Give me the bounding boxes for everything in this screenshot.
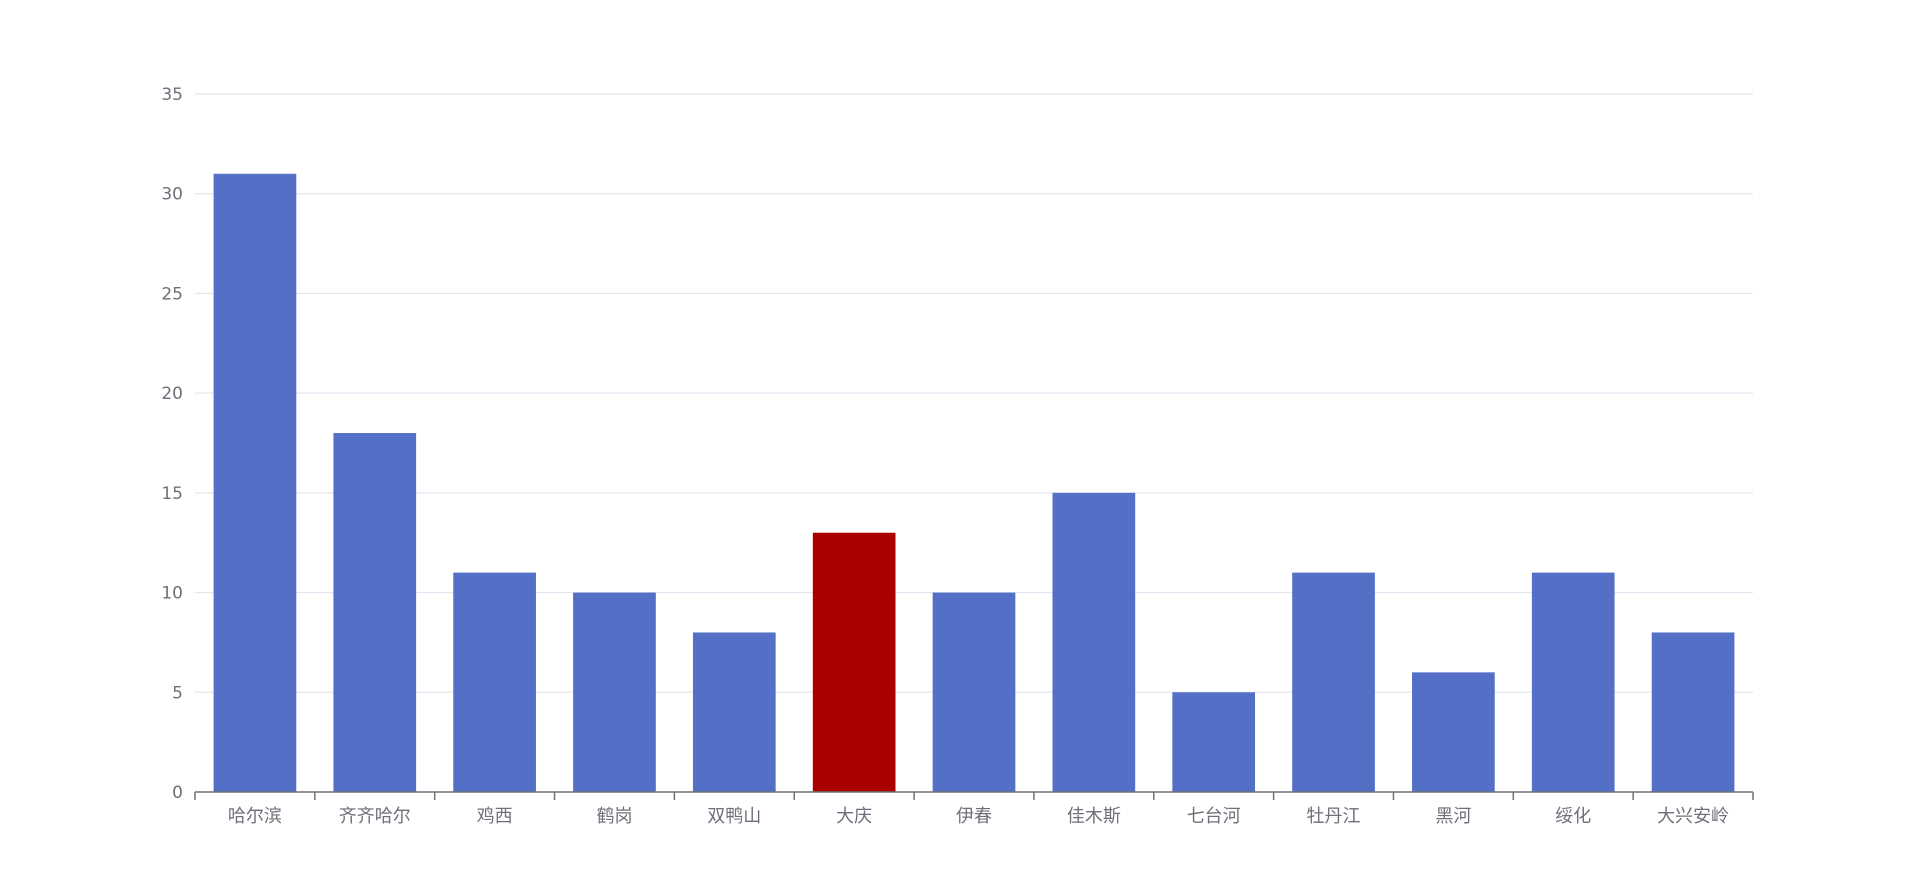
x-tick-label-鸡西: 鸡西 bbox=[477, 806, 513, 827]
x-axis-labels: 哈尔滨 齐齐哈尔 鸡西 鹤岗 双鸭山 大庆 伊春 佳木斯 七台河 牡丹江 黑河 绥化 大兴安岭 bbox=[228, 806, 1729, 827]
bar-绥化[interactable] bbox=[1531, 572, 1615, 792]
bar-牡丹江[interactable] bbox=[1292, 572, 1375, 792]
bar-哈尔滨[interactable] bbox=[213, 173, 297, 792]
x-tick-label-黑河: 黑河 bbox=[1435, 806, 1471, 827]
y-tick-label-10: 10 bbox=[161, 584, 183, 604]
bar-七台河[interactable] bbox=[1172, 692, 1256, 792]
bar-大庆[interactable] bbox=[812, 532, 896, 792]
x-tick-label-绥化: 绥化 bbox=[1555, 806, 1591, 827]
y-tick-label-0: 0 bbox=[172, 783, 183, 803]
x-tick-label-伊春: 伊春 bbox=[956, 806, 992, 827]
bar-鹤岗[interactable] bbox=[573, 592, 656, 792]
x-tick-label-佳木斯: 佳木斯 bbox=[1067, 806, 1121, 827]
y-tick-label-20: 20 bbox=[161, 384, 183, 404]
x-tick-label-哈尔滨: 哈尔滨 bbox=[228, 806, 282, 827]
x-tick-label-齐齐哈尔: 齐齐哈尔 bbox=[339, 806, 411, 827]
bar-大兴安岭[interactable] bbox=[1651, 632, 1735, 792]
y-tick-label-15: 15 bbox=[161, 484, 183, 504]
x-tick-label-大庆: 大庆 bbox=[836, 806, 872, 827]
y-tick-label-35: 35 bbox=[161, 85, 183, 105]
y-tick-label-5: 5 bbox=[172, 683, 183, 703]
bars bbox=[213, 173, 1735, 792]
y-axis-labels: 0 5 10 15 20 25 30 35 bbox=[161, 85, 183, 803]
y-tick-label-30: 30 bbox=[161, 185, 183, 205]
x-tick-label-大兴安岭: 大兴安岭 bbox=[1657, 806, 1729, 827]
bar-双鸭山[interactable] bbox=[692, 632, 776, 792]
bar-黑河[interactable] bbox=[1412, 672, 1495, 792]
x-tick-label-双鸭山: 双鸭山 bbox=[707, 806, 761, 827]
bar-伊春[interactable] bbox=[932, 592, 1016, 792]
y-tick-label-25: 25 bbox=[161, 284, 183, 304]
bar-齐齐哈尔[interactable] bbox=[333, 433, 417, 792]
x-tick-label-鹤岗: 鹤岗 bbox=[596, 806, 632, 827]
x-axis bbox=[194, 791, 1754, 800]
bar-佳木斯[interactable] bbox=[1052, 492, 1136, 792]
bar-鸡西[interactable] bbox=[453, 572, 536, 792]
x-tick-label-牡丹江: 牡丹江 bbox=[1307, 806, 1361, 827]
x-tick-label-七台河: 七台河 bbox=[1187, 806, 1241, 827]
